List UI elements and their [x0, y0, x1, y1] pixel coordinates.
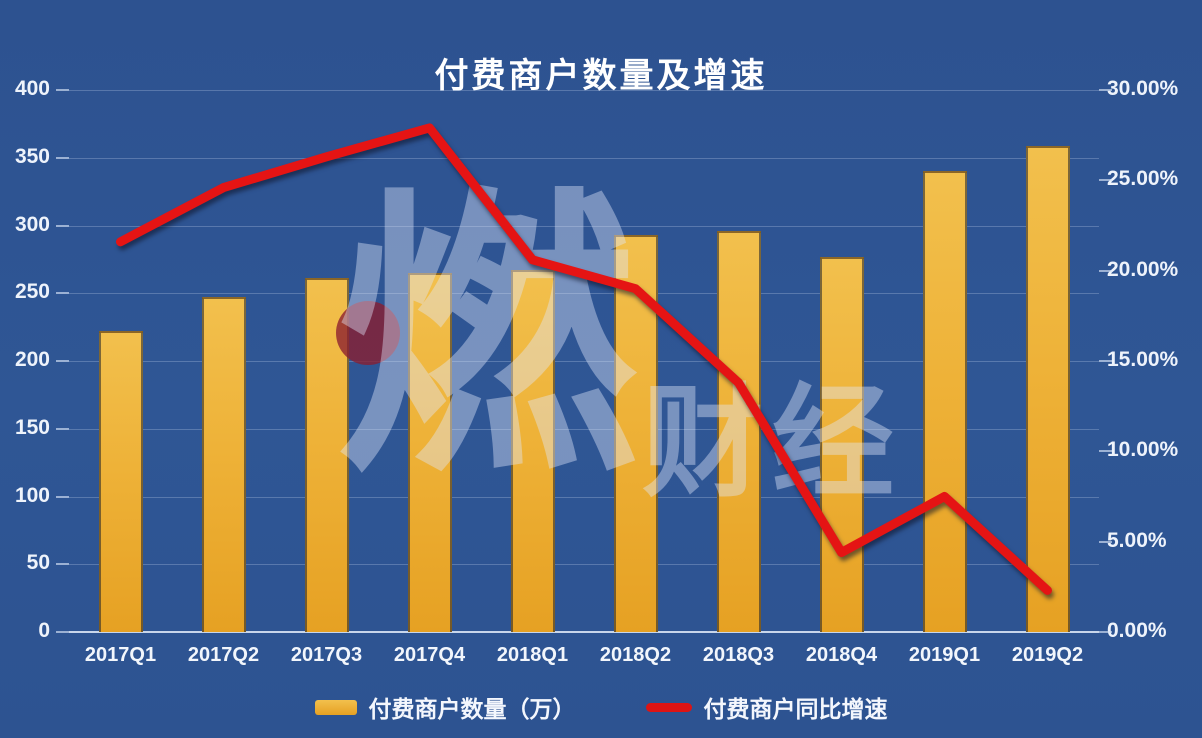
right-axis-tick: [1099, 450, 1112, 453]
line-series: [116, 123, 1052, 595]
gridline: [69, 361, 1099, 362]
x-axis-label: 2018Q3: [702, 644, 775, 666]
gridline: [69, 90, 1099, 91]
bar: [1025, 145, 1070, 632]
left-axis-tick-label: 100: [14, 483, 50, 507]
left-axis-tick-label: 300: [14, 212, 50, 236]
legend-item-bar-series: 付费商户数量（万）: [314, 690, 576, 724]
right-axis-tick-label: 25.00%: [1107, 167, 1179, 191]
gridline: [69, 157, 1099, 159]
right-axis-tick-label: 30.00%: [1107, 77, 1179, 100]
x-axis-baseline: [69, 631, 1099, 633]
left-axis-tick: [56, 156, 69, 159]
x-axis-label: 2018Q1: [496, 644, 569, 666]
x-axis-label: 2019Q1: [908, 644, 981, 666]
left-axis-tick: [56, 563, 69, 566]
right-axis-tick-label: 15.00%: [1107, 348, 1179, 371]
x-axis-label: 2017Q4: [393, 644, 466, 666]
left-axis-tick: [56, 89, 69, 91]
line-series-swatch-icon: [645, 702, 692, 712]
right-axis-tick: [1099, 631, 1112, 633]
right-axis-tick: [1099, 89, 1112, 91]
line-series-label: 付费商户同比增速: [703, 696, 888, 722]
left-axis-tick: [56, 495, 69, 498]
right-axis-tick: [1099, 360, 1112, 362]
bar: [98, 331, 143, 632]
left-axis-tick-label: 0: [38, 619, 50, 642]
left-axis-tick-label: 50: [26, 551, 50, 575]
x-axis-label: 2019Q2: [1011, 644, 1084, 666]
bar: [613, 235, 658, 632]
bar: [201, 297, 246, 632]
gridline: [69, 293, 1099, 295]
plot-area: [56, 89, 1112, 633]
trend-line: [116, 123, 1052, 595]
left-axis-tick-label: 400: [14, 77, 50, 100]
gridline: [69, 564, 1099, 566]
bar-series-swatch-icon: [314, 699, 357, 715]
x-axis-label: 2018Q4: [805, 644, 878, 666]
bar: [819, 256, 864, 632]
right-axis-tick: [1099, 179, 1112, 182]
gridline: [69, 428, 1099, 430]
x-axis-labels: 2017Q1 2017Q2 2017Q3 2017Q4 2018Q1 2018Q2 2018…: [69, 644, 1099, 672]
right-axis-tick: [1099, 269, 1112, 272]
left-axis-tick-label: 350: [14, 144, 50, 168]
gridline: [69, 225, 1099, 227]
legend: 付费商户数量（万） 付费商户同比增速: [0, 690, 1202, 724]
right-axis-tick-label: 5.00%: [1107, 528, 1167, 552]
bar: [407, 272, 452, 632]
left-axis-tick-label: 150: [14, 415, 50, 439]
bar-series-label: 付费商户数量（万）: [368, 696, 576, 722]
left-axis-tick: [56, 631, 69, 633]
bar: [510, 270, 555, 632]
left-axis-tick: [56, 224, 69, 227]
right-axis-tick-label: 20.00%: [1107, 257, 1179, 281]
gridline: [69, 496, 1099, 498]
legend-item-line-series: 付费商户同比增速: [645, 690, 888, 724]
left-axis-tick: [56, 360, 69, 362]
x-axis-label: 2017Q3: [290, 644, 363, 666]
right-axis-tick-label: 10.00%: [1107, 438, 1179, 462]
left-axis-tick-label: 200: [14, 348, 50, 371]
left-axis-tick: [56, 292, 69, 295]
x-axis-label: 2017Q2: [187, 644, 260, 666]
x-axis-label: 2018Q2: [599, 644, 672, 666]
right-axis-tick-label: 0.00%: [1107, 619, 1167, 642]
left-axis-tick: [56, 427, 69, 430]
x-axis-label: 2017Q1: [84, 644, 157, 666]
right-axis-tick: [1099, 540, 1112, 543]
bar: [922, 171, 967, 632]
bar: [716, 230, 761, 632]
chart-title: 付费商户数量及增速: [434, 57, 768, 95]
left-axis-tick-label: 250: [14, 280, 50, 304]
